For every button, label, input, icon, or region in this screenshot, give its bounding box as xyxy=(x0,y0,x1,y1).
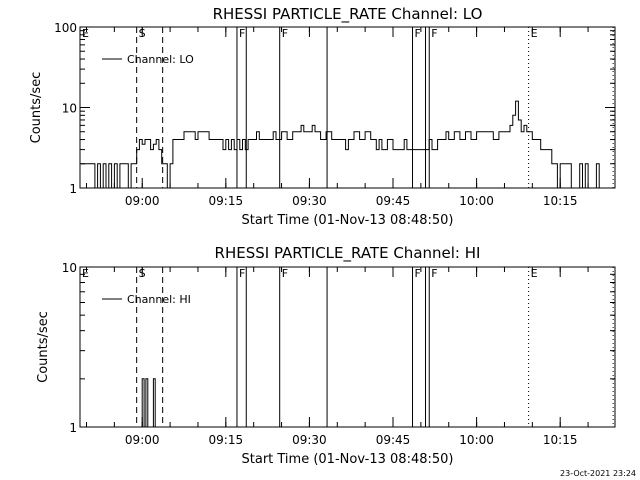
footer-timestamp: 23-Oct-2021 23:24 xyxy=(560,469,636,478)
y-tick-label: 100 xyxy=(54,21,77,35)
event-marker-label: F xyxy=(415,267,421,280)
legend: Channel: HI xyxy=(102,293,191,306)
y-axis-label: Counts/sec xyxy=(36,311,51,383)
event-marker-label: F xyxy=(431,27,437,40)
event-marker-label: F xyxy=(282,27,288,40)
x-tick-label: 09:00 xyxy=(125,194,160,208)
event-marker-label: E xyxy=(82,27,89,40)
x-tick-label: 10:00 xyxy=(459,194,494,208)
event-marker-label: F xyxy=(415,27,421,40)
event-marker-label: E xyxy=(531,27,538,40)
chart-panel-lo: RHESSI PARTICLE_RATE Channel: LO 1 10 100 09… xyxy=(29,5,616,228)
x-tick-label: 09:45 xyxy=(376,194,411,208)
series-line-lo xyxy=(80,100,600,189)
x-tick-label: 09:45 xyxy=(376,433,411,447)
event-marker-label: F xyxy=(239,267,245,280)
y-axis-label: Counts/sec xyxy=(29,72,44,144)
x-tick-label: 09:15 xyxy=(209,194,244,208)
event-marker-label: F xyxy=(282,267,288,280)
legend-label: Channel: HI xyxy=(127,293,191,306)
y-tick-label: 1 xyxy=(69,421,77,435)
x-tick-label: 09:30 xyxy=(292,433,327,447)
y-tick-label: 10 xyxy=(62,261,77,275)
event-marker-label: S xyxy=(139,27,146,40)
event-marker-label: E xyxy=(531,267,538,280)
x-axis-label: Start Time (01-Nov-13 08:48:50) xyxy=(242,213,454,228)
y-tick-label: 10 xyxy=(62,102,77,116)
event-marker-label: E xyxy=(82,267,89,280)
event-marker-label: S xyxy=(139,267,146,280)
x-tick-label: 10:15 xyxy=(543,194,578,208)
chart-title: RHESSI PARTICLE_RATE Channel: LO xyxy=(213,5,483,24)
x-tick-label: 09:15 xyxy=(209,433,244,447)
chart-title: RHESSI PARTICLE_RATE Channel: HI xyxy=(215,244,481,263)
chart-panel-hi: RHESSI PARTICLE_RATE Channel: HI 1 10 09:00… xyxy=(36,244,616,467)
x-tick-label: 09:30 xyxy=(292,194,327,208)
plot-frame xyxy=(79,266,616,428)
event-marker-label: F xyxy=(239,27,245,40)
x-axis-label: Start Time (01-Nov-13 08:48:50) xyxy=(242,452,454,467)
x-tick-label: 10:00 xyxy=(459,433,494,447)
series-line-hi xyxy=(139,378,156,428)
x-tick-label: 09:00 xyxy=(125,433,160,447)
y-tick-label: 1 xyxy=(69,182,77,196)
legend: Channel: LO xyxy=(102,53,194,66)
plot-frame xyxy=(79,26,616,189)
event-marker-label: F xyxy=(431,267,437,280)
legend-label: Channel: LO xyxy=(127,53,194,66)
x-tick-label: 10:15 xyxy=(543,433,578,447)
